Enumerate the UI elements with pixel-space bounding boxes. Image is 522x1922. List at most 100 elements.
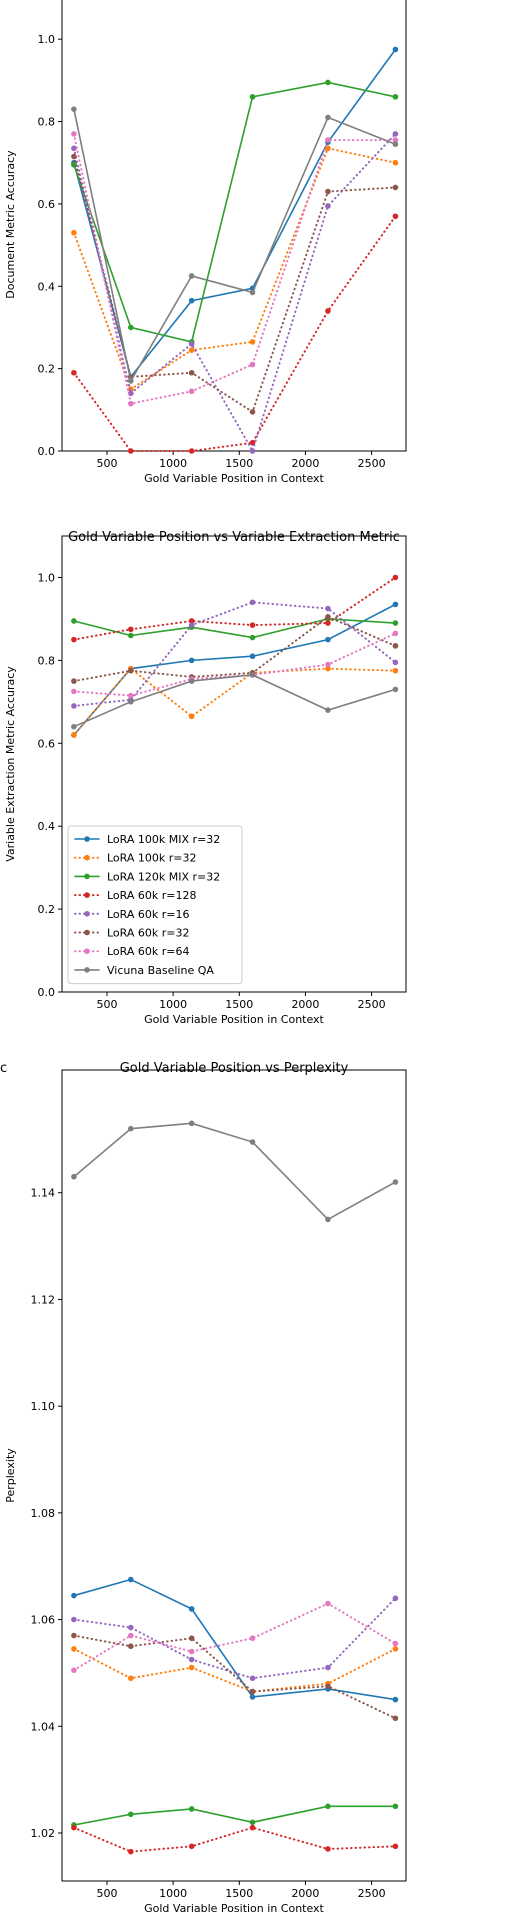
data-point [249,1688,256,1695]
chart-title: Gold Variable Position vs Variable Extra… [68,530,400,545]
legend-marker [84,911,90,917]
x-tick-label: 1500 [225,998,253,1011]
x-tick-label: 500 [96,998,117,1011]
data-point [325,1216,331,1223]
data-point [128,400,134,407]
legend-label: LoRA 120k MIX r=32 [107,870,220,883]
data-point [325,308,331,314]
x-tick-label: 1000 [159,457,187,470]
data-point [128,632,134,639]
data-point [128,699,134,705]
x-tick-label: 2000 [291,998,319,1011]
data-point [71,618,77,624]
data-point [392,184,399,191]
data-point [249,339,256,345]
y-tick-label: 0.8 [38,116,56,129]
data-point [392,137,399,143]
data-point [71,1616,77,1623]
series-line [73,674,397,728]
legend-label: LoRA 60k r=64 [107,945,189,958]
data-point [188,1843,195,1850]
plot-frame [61,0,407,452]
series-line [72,1602,397,1672]
x-tick-label: 2500 [358,998,386,1011]
data-point [188,341,195,347]
y-tick-label: 1.14 [31,1187,56,1200]
data-point [71,153,77,160]
y-tick-label: 0.0 [38,445,56,458]
data-point [188,1656,195,1663]
data-point [392,659,399,666]
series-line [72,1634,397,1720]
chart-panel-1: 500 1000 1500 2000 2500 0.0 0.2 0.4 0.6 0.8 1.0 Gol… [4,0,407,485]
data-point [249,599,256,606]
data-point [392,686,399,693]
data-point [249,1635,256,1642]
data-point [249,289,256,296]
y-tick-label: 0.6 [38,737,56,750]
y-tick-label: 0.6 [38,198,56,211]
series-line [72,215,397,452]
data-point [71,732,77,738]
data-point [188,678,195,684]
data-point [325,1664,331,1671]
data-point [325,1600,331,1607]
legend-marker [84,967,90,973]
data-point [392,1715,399,1722]
data-point [71,703,77,709]
data-point [128,1848,134,1855]
data-point [188,622,195,628]
data-point [188,1806,195,1812]
y-tick-label: 0.2 [38,363,56,376]
data-point [249,1694,256,1700]
data-point [128,1624,134,1631]
data-point [249,448,256,454]
data-point [392,94,399,100]
chart-panel-3: Gold Variable Position vs Perplexity c 500… [0,1061,407,1915]
data-point [325,636,331,643]
data-point [325,79,331,86]
data-point [392,667,399,674]
legend-marker [84,836,90,842]
legend-marker [84,873,90,880]
series-line [72,132,397,405]
series-line [72,1597,397,1680]
legend-box [67,825,243,985]
series-line [72,1647,397,1693]
data-point [71,678,77,684]
data-point [392,46,399,53]
data-point [325,707,331,713]
data-point [325,137,331,143]
data-point [188,369,195,376]
data-point [392,1696,399,1703]
series-line [72,632,397,697]
data-point [325,188,331,195]
data-point [128,1675,134,1682]
data-point [71,1646,77,1652]
data-point [392,1640,399,1647]
data-point [325,620,331,626]
data-point [71,1173,77,1180]
plot-frame [61,1069,407,1882]
y-tick-label: 1.0 [38,571,56,584]
data-point [325,114,331,121]
x-tick-label: 500 [96,1887,117,1900]
data-point [392,1179,399,1185]
data-point [249,361,256,368]
legend-label: LoRA 60k r=128 [107,889,196,902]
data-point [249,1675,256,1682]
x-tick-label: 2000 [291,1887,319,1900]
y-tick-label: 1.04 [31,1720,56,1733]
data-point [128,692,134,699]
data-point [128,1576,134,1583]
series-line [73,618,397,639]
plot-frame [61,535,407,993]
x-tick-label: 2500 [358,457,386,470]
y-tick-label: 0.4 [38,280,56,293]
data-point [392,141,399,147]
legend: LoRA 100k MIX r=32 LoRA 100k r=32 LoRA 120… [67,825,243,985]
data-point [249,622,256,628]
legend-marker [84,948,90,954]
legend-label: LoRA 100k MIX r=32 [107,833,220,846]
